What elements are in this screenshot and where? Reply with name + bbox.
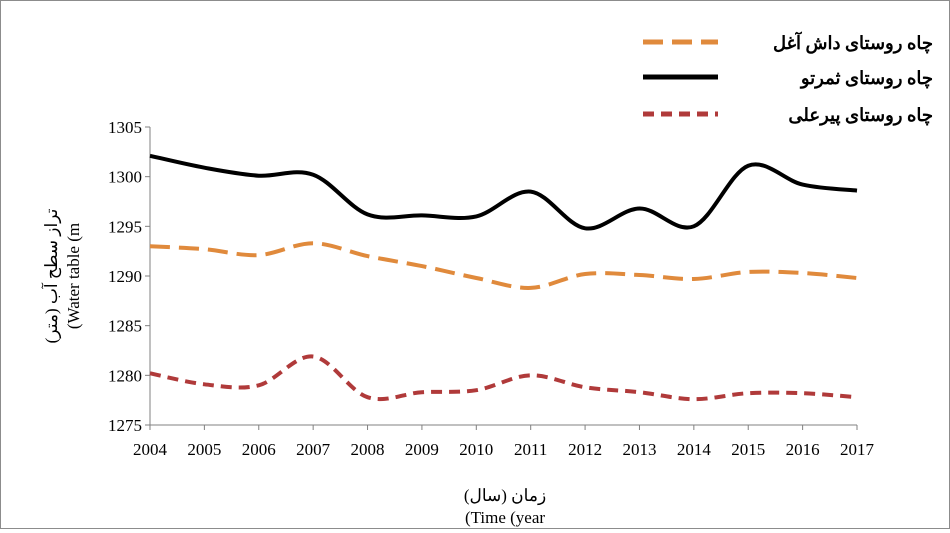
legend-label-samarto: چاه روستای ثمرتو [799, 68, 933, 89]
series-line-pir-ali [149, 354, 858, 402]
y-axis-title-en: (Water table (m [64, 223, 83, 329]
x-tick-label: 2012 [568, 440, 602, 459]
y-tick-label: 1275 [108, 416, 142, 435]
series-line-dash-aghol [149, 241, 858, 290]
x-axis-title-fa: زمان (سال) [464, 486, 546, 506]
x-tick-label: 2010 [459, 440, 493, 459]
axes [145, 126, 858, 430]
series-line-samarto [149, 153, 858, 231]
y-axis-title-fa: تراز سطح آب (متر) [40, 208, 62, 343]
y-tick-label: 1290 [108, 267, 142, 286]
x-tick-label: 2015 [731, 440, 765, 459]
x-tick-label: 2017 [840, 440, 875, 459]
tick-labels: 1275 1280 1285 1290 1295 1300 1305 2004 2005 2006… [108, 118, 875, 459]
y-tick-label: 1305 [108, 118, 142, 137]
x-tick-label: 2004 [133, 440, 168, 459]
x-tick-label: 2008 [351, 440, 385, 459]
x-tick-label: 2005 [187, 440, 221, 459]
legend-label-pir-ali: چاه روستای پیرعلی [788, 105, 933, 126]
legend: چاه روستای داش آغل چاه روستای ثمرتو چاه … [643, 31, 933, 126]
series-lines [149, 153, 858, 402]
x-tick-label: 2006 [242, 440, 276, 459]
x-tick-label: 2014 [677, 440, 712, 459]
x-axis-title-en: (Time (year [465, 508, 545, 527]
x-tick-label: 2009 [405, 440, 439, 459]
x-tick-label: 2011 [514, 440, 547, 459]
y-tick-label: 1280 [108, 366, 142, 385]
x-tick-label: 2007 [296, 440, 331, 459]
y-tick-label: 1285 [108, 317, 142, 336]
x-tick-label: 2016 [786, 440, 820, 459]
x-tick-label: 2013 [622, 440, 656, 459]
y-tick-label: 1295 [108, 217, 142, 236]
y-tick-label: 1300 [108, 168, 142, 187]
legend-label-dash-aghol: چاه روستای داش آغل [773, 31, 933, 54]
